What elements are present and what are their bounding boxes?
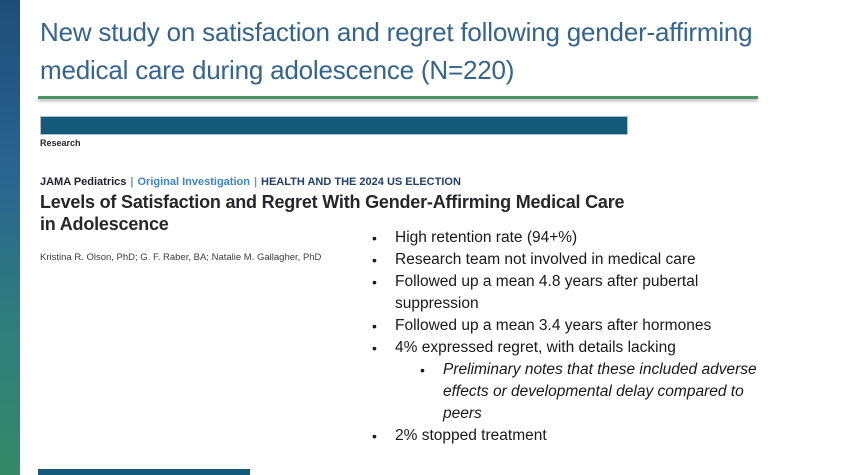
list-item: • 4% expressed regret, with details lack… xyxy=(372,337,822,359)
finding-text: Followed up a mean 4.8 years after puber… xyxy=(395,273,699,312)
list-item: • 2% stopped treatment xyxy=(372,425,822,447)
bullet-icon: • xyxy=(372,252,377,268)
finding-text: Research team not involved in medical ca… xyxy=(395,251,696,268)
slide-title: New study on satisfaction and regret fol… xyxy=(40,13,820,89)
bullet-icon: • xyxy=(372,318,377,334)
bullet-icon: • xyxy=(372,340,377,356)
finding-text: 4% expressed regret, with details lackin… xyxy=(395,339,676,356)
bullet-icon: • xyxy=(372,428,377,444)
jama-header-banner xyxy=(40,116,628,135)
paper-title-line-1: Levels of Satisfaction and Regret With G… xyxy=(40,192,625,212)
paper-title: Levels of Satisfaction and Regret With G… xyxy=(40,191,640,235)
bullet-icon: • xyxy=(372,230,377,246)
separator-pipe: | xyxy=(130,176,134,188)
findings-list: • High retention rate (94+%) • Research … xyxy=(372,227,822,447)
list-item-sub: • Preliminary notes that these included … xyxy=(372,359,822,425)
list-item: • High retention rate (94+%) xyxy=(372,227,822,249)
left-accent-strip xyxy=(0,0,20,475)
paper-title-line-2: in Adolescence xyxy=(40,214,169,234)
finding-subtext: Preliminary notes that these included ad… xyxy=(443,361,757,422)
title-divider-line xyxy=(38,96,758,99)
separator-pipe: | xyxy=(253,176,258,188)
finding-text: 2% stopped treatment xyxy=(395,427,547,444)
journal-name: JAMA Pediatrics xyxy=(40,176,127,188)
collection-label: HEALTH AND THE 2024 US ELECTION xyxy=(261,176,461,188)
bullet-icon: • xyxy=(420,362,425,378)
slide-title-line-2: medical care during adolescence (N=220) xyxy=(40,55,515,85)
journal-byline: JAMA Pediatrics | Original Investigation | H… xyxy=(40,176,461,188)
list-item: • Followed up a mean 4.8 years after pub… xyxy=(372,271,822,315)
bullet-icon: • xyxy=(372,274,377,290)
finding-text: High retention rate (94+%) xyxy=(395,229,578,246)
paper-section-label: Research xyxy=(40,138,81,148)
list-item: • Followed up a mean 3.4 years after hor… xyxy=(372,315,822,337)
cropped-screenshot-edge xyxy=(38,469,250,475)
finding-text: Followed up a mean 3.4 years after hormo… xyxy=(395,317,712,334)
list-item: • Research team not involved in medical … xyxy=(372,249,822,271)
article-type-link[interactable]: Original Investigation xyxy=(137,176,250,188)
slide-title-line-1: New study on satisfaction and regret fol… xyxy=(40,17,753,47)
paper-authors: Kristina R. Olson, PhD; G. F. Raber, BA;… xyxy=(40,252,322,263)
